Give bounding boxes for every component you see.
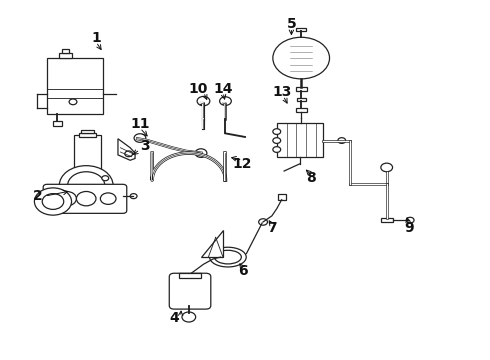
- Text: 5: 5: [287, 17, 296, 31]
- Text: 2: 2: [32, 189, 42, 203]
- Text: 14: 14: [213, 82, 233, 95]
- Text: 11: 11: [130, 117, 150, 131]
- Circle shape: [273, 129, 281, 134]
- Text: 1: 1: [91, 31, 101, 45]
- Circle shape: [273, 147, 281, 152]
- FancyBboxPatch shape: [47, 58, 103, 114]
- Circle shape: [273, 37, 330, 79]
- FancyBboxPatch shape: [79, 133, 96, 137]
- Circle shape: [57, 192, 76, 206]
- Circle shape: [68, 172, 105, 199]
- Circle shape: [69, 99, 77, 105]
- Circle shape: [130, 194, 137, 199]
- Text: 13: 13: [272, 85, 292, 99]
- Text: 3: 3: [140, 139, 149, 153]
- Circle shape: [195, 149, 207, 157]
- Circle shape: [76, 192, 96, 206]
- Circle shape: [220, 97, 231, 105]
- Text: 8: 8: [306, 171, 316, 185]
- FancyBboxPatch shape: [81, 130, 94, 133]
- Circle shape: [406, 217, 414, 223]
- FancyBboxPatch shape: [277, 123, 323, 157]
- Circle shape: [102, 176, 109, 181]
- Ellipse shape: [210, 247, 246, 267]
- Polygon shape: [118, 139, 135, 160]
- Text: 4: 4: [169, 311, 179, 325]
- Text: 12: 12: [233, 157, 252, 171]
- Circle shape: [197, 96, 210, 106]
- Ellipse shape: [215, 250, 242, 264]
- Circle shape: [125, 151, 133, 157]
- FancyBboxPatch shape: [278, 194, 286, 200]
- Text: 9: 9: [404, 221, 414, 235]
- FancyBboxPatch shape: [296, 87, 307, 91]
- Polygon shape: [201, 230, 223, 257]
- Circle shape: [259, 219, 268, 225]
- FancyBboxPatch shape: [297, 98, 306, 101]
- Circle shape: [42, 194, 64, 210]
- FancyBboxPatch shape: [43, 184, 127, 213]
- Circle shape: [338, 138, 345, 143]
- Circle shape: [381, 163, 392, 172]
- Text: 6: 6: [238, 265, 247, 278]
- Text: 7: 7: [267, 221, 277, 235]
- Circle shape: [59, 166, 113, 205]
- FancyBboxPatch shape: [53, 121, 62, 126]
- Circle shape: [134, 134, 146, 142]
- FancyBboxPatch shape: [381, 218, 393, 222]
- FancyBboxPatch shape: [296, 108, 307, 112]
- FancyBboxPatch shape: [296, 28, 306, 31]
- Circle shape: [182, 312, 196, 322]
- FancyBboxPatch shape: [74, 135, 101, 169]
- Circle shape: [273, 138, 281, 143]
- FancyBboxPatch shape: [62, 49, 69, 53]
- FancyBboxPatch shape: [179, 273, 201, 278]
- Text: 10: 10: [189, 82, 208, 95]
- Circle shape: [34, 188, 72, 215]
- FancyBboxPatch shape: [169, 273, 211, 309]
- Circle shape: [100, 193, 116, 204]
- FancyBboxPatch shape: [59, 53, 72, 58]
